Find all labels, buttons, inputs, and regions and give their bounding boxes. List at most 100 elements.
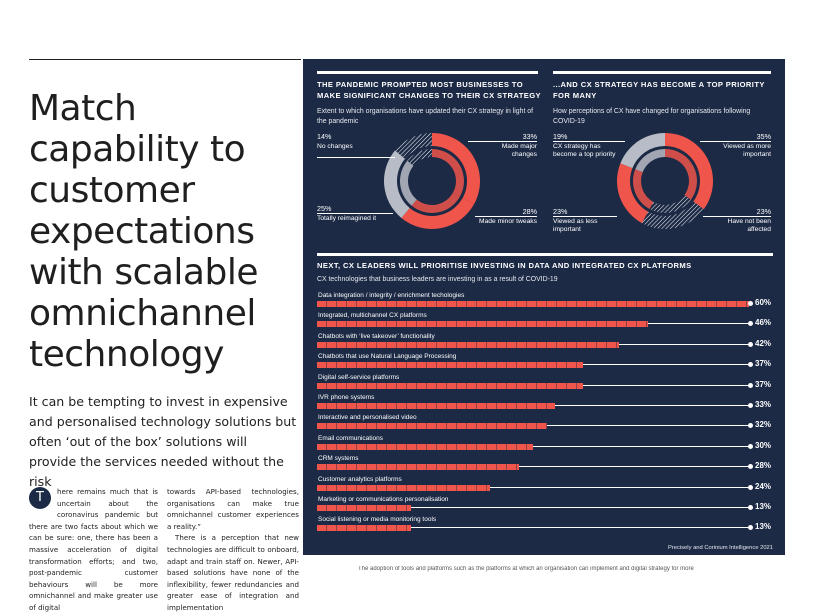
bar-row: Customer analytics platforms 24%	[317, 476, 777, 496]
bar	[317, 362, 583, 369]
left-donut-chart	[384, 133, 480, 229]
leader-line	[553, 141, 625, 142]
bar-end-dot	[748, 484, 753, 490]
section-rule	[317, 71, 538, 74]
bar-label: Marketing or communications personalisat…	[318, 496, 449, 503]
article-continuation: The adoption of tools and platforms such…	[358, 566, 694, 572]
bar-end-dot	[748, 341, 753, 347]
donut-label-top-priority: 19% CX strategy has become a top priorit…	[553, 132, 617, 160]
donut-segment-inner	[432, 149, 464, 197]
bar-label: Digital self-service platforms	[318, 373, 400, 381]
bar-end-dot	[748, 443, 753, 449]
donut-pct: 23%	[756, 207, 771, 216]
donut-segment-inner	[407, 149, 432, 166]
donut-label-minor-tweaks: 28% Made minor tweaks	[479, 207, 537, 226]
bar-row: Chatbots that use Natural Language Proce…	[317, 353, 777, 373]
bar-label: Chatbots with ‘live takeover’ functional…	[318, 332, 435, 340]
donut-segment-inner	[411, 192, 461, 213]
donut-label-major-changes: 33% Made major changes	[479, 132, 537, 160]
donut-segment-inner	[649, 195, 691, 213]
bar-row: Chatbots with ‘live takeover’ functional…	[317, 333, 777, 353]
donut-segment-outer	[384, 150, 410, 218]
leader-line	[468, 141, 537, 142]
bar-value: 33%	[755, 400, 772, 409]
bar-track	[317, 507, 749, 508]
bar-row: IVR phone systems 33%	[317, 394, 777, 414]
donut-segment-outer	[665, 133, 713, 210]
bar-value: 13%	[755, 522, 772, 532]
bar-end-dot	[748, 382, 753, 388]
bar-value: 46%	[755, 318, 772, 328]
donut-pct: 19%	[553, 132, 568, 141]
bar-label: IVR phone systems	[318, 394, 375, 401]
bar-row: Marketing or communications personalisat…	[317, 496, 777, 516]
bar-value: 28%	[755, 461, 772, 471]
donut-segment-outer	[432, 133, 480, 205]
bar-end-dot	[748, 301, 753, 306]
article-headline: Match capability to customer expectation…	[29, 88, 259, 375]
article-subhead: It can be tempting to invest in expensiv…	[29, 394, 297, 489]
bar	[317, 382, 583, 389]
bar-row: Interactive and personalised video 32%	[317, 414, 777, 434]
leader-line	[703, 216, 771, 217]
drop-cap: T	[29, 487, 51, 509]
bar-row: Digital self-service platforms 37%	[317, 374, 777, 394]
bar-row: Email communications 30%	[317, 435, 777, 455]
bar	[317, 505, 411, 511]
donut-segment-inner	[635, 149, 665, 173]
donut-pct: 23%	[553, 207, 568, 216]
right-chart-title: ...AND CX STRATEGY HAS BECOME A TOP PRIO…	[553, 80, 765, 100]
bar-value: 24%	[755, 481, 772, 491]
bar-row: Data integration / integrity / enrichmen…	[317, 292, 777, 312]
article-paragraph: towards API-based technologies, organisa…	[167, 487, 299, 531]
donut-pct: 35%	[756, 132, 771, 141]
bar	[317, 484, 490, 491]
donut-segment-outer	[617, 163, 649, 224]
bar-value: 37%	[755, 359, 772, 369]
bar-value: 42%	[755, 338, 772, 348]
left-chart-subtitle: Extent to which organisations have updat…	[317, 108, 534, 125]
bar	[317, 464, 519, 471]
donut-label-text: Viewed as less important	[553, 217, 598, 234]
section-rule	[317, 253, 773, 256]
donut-segment-outer	[641, 201, 704, 229]
bar-label: Email communications	[318, 434, 384, 442]
donut-segment-outer	[401, 197, 475, 229]
bar-row: Integrated, multichannel CX platforms 46%	[317, 312, 777, 332]
bar-end-dot	[748, 423, 753, 429]
bar	[317, 301, 749, 307]
bar-label: Integrated, multichannel CX platforms	[318, 312, 427, 320]
donut-label-text: Made minor tweaks	[479, 217, 537, 225]
donut-label-reimagined: 25% Totally reimagined it	[317, 204, 377, 223]
infographic-panel: THE PANDEMIC PROMPTED MOST BUSINESSES TO…	[303, 59, 785, 555]
bar-value: 32%	[755, 420, 772, 430]
bar-track	[317, 466, 749, 468]
donut-pct: 25%	[317, 204, 332, 213]
donut-label-no-changes: 14% No changes	[317, 132, 377, 151]
bar	[317, 341, 619, 348]
donut-segment-outer	[620, 133, 665, 169]
bar-chart-subtitle: CX technologies that business leaders ar…	[317, 276, 558, 283]
donut-pct: 28%	[522, 207, 537, 216]
donut-pct: 33%	[522, 132, 537, 141]
donut-pct: 14%	[317, 132, 332, 141]
leader-line	[317, 213, 393, 214]
chart-source: Precisely and Corinium Intelligence 2021	[667, 545, 773, 551]
donut-label-text: No changes	[317, 142, 353, 150]
donut-segment-inner	[665, 149, 697, 200]
leader-line	[553, 216, 617, 217]
bar-track	[317, 527, 749, 529]
bar-end-dot	[748, 403, 753, 408]
bar-end-dot	[748, 362, 753, 368]
bar-value: 30%	[755, 440, 772, 450]
article-column-1: T here remains much that is uncertain ab…	[29, 486, 158, 614]
bar	[317, 423, 547, 430]
bar-label: Social listening or media monitoring too…	[318, 516, 437, 524]
right-donut-chart	[617, 133, 713, 229]
donut-segment-inner	[400, 160, 417, 206]
article-column-2: towards API-based technologies, organisa…	[167, 486, 299, 614]
bar-value: 60%	[755, 298, 772, 307]
right-chart-subtitle: How perceptions of CX have changed for o…	[553, 108, 751, 125]
leader-line	[317, 157, 395, 158]
donut-segment-outer	[395, 133, 432, 159]
